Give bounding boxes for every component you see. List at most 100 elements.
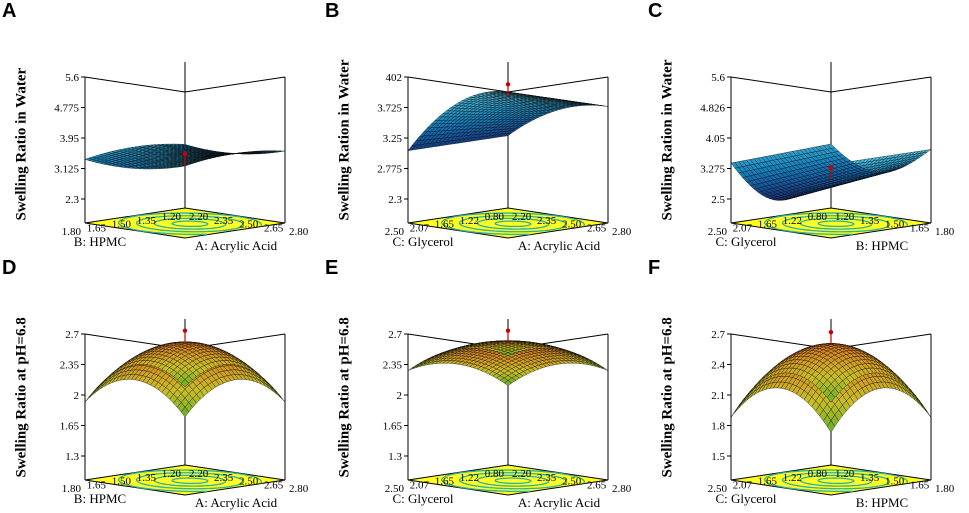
y-tick-label: 1.35	[137, 215, 157, 227]
y-tick-label: 1.20	[162, 211, 182, 223]
x-axis-label: A: Acrylic Acid	[518, 495, 601, 510]
z-axis-ticks: 5.6 4.826 4.05 3.275 2.5	[700, 72, 731, 206]
panel-label: B	[325, 0, 340, 22]
x-tick-label: 1.35	[860, 472, 880, 484]
z-tick-label: 3.725	[377, 103, 402, 115]
x-tick-label: 1.20	[835, 211, 855, 223]
y-tick-label: 1.22	[460, 472, 479, 484]
x-tick-label: 2.35	[537, 215, 557, 227]
contour-lines	[118, 469, 262, 493]
z-tick-label: 5.6	[711, 72, 725, 84]
x-tick-label: 1.35	[860, 215, 880, 227]
x-axis-label: A: Acrylic Acid	[195, 238, 278, 253]
design-point-marker	[505, 328, 511, 343]
design-point-marker	[182, 151, 188, 166]
z-tick-label: 1.65	[60, 421, 80, 433]
y-tick-label: 1.35	[137, 472, 157, 484]
panel-label: A	[2, 0, 17, 22]
chart-panel-c: C Swelling Ration in Water 5.6 4.826 4.05 3.2…	[646, 0, 969, 256]
z-tick-label: 1.8	[711, 421, 725, 433]
design-point-marker	[182, 328, 188, 343]
x-axis-label: B: HPMC	[856, 495, 908, 510]
y-tick-label: 0.80	[808, 468, 828, 480]
y-tick-label: 1.20	[162, 468, 182, 480]
z-tick-label: 4.826	[700, 103, 725, 115]
y-tick-label: 2.50	[385, 483, 405, 495]
x-tick-label: 1.65	[910, 222, 930, 234]
x-tick-label: 2.50	[562, 219, 582, 231]
y-tick-label: 1.50	[112, 219, 132, 231]
x-tick-label: 2.65	[264, 479, 284, 491]
x-tick-label: 2.80	[289, 226, 309, 238]
panel-label: E	[325, 257, 339, 279]
contour-lines	[764, 469, 908, 493]
z-tick-label: 2.7	[711, 329, 725, 341]
z-tick-label: 1.65	[383, 421, 403, 433]
y-tick-label: 1.65	[758, 476, 778, 488]
panel-label: D	[2, 257, 17, 279]
surface-mesh	[84, 341, 286, 418]
z-tick-label: 1.5	[711, 451, 725, 463]
z-tick-label: 4.775	[54, 103, 79, 115]
y-axis-ticks: 0.80 1.22 1.65 2.07 2.50	[708, 211, 828, 238]
z-tick-label: 2.3	[65, 194, 79, 206]
z-tick-label: 2.775	[377, 164, 402, 176]
z-tick-label: 1.3	[388, 451, 402, 463]
y-tick-label: 2.07	[410, 479, 430, 491]
z-tick-label: 2.3	[388, 194, 402, 206]
panel-label: F	[648, 257, 661, 279]
z-axis-ticks: 2.7 2.4 2.1 1.8 1.5	[711, 329, 731, 463]
y-tick-label: 1.80	[62, 483, 82, 495]
z-tick-label: 2	[74, 390, 80, 402]
chart-panel-d: D Swelling Ratio at pH=6.8 2.7 2.35 2 1.65 1.3…	[0, 257, 323, 513]
x-axis-ticks: 1.20 1.35 1.50 1.65 1.80	[835, 211, 955, 238]
y-axis-label: C: Glycerol	[392, 234, 453, 249]
surface-plot: 2.7 2.35 2 1.65 1.3 2.20 2.35 2.50 2.65 2.80 0.80 1…	[383, 319, 632, 510]
contour-lines	[118, 212, 262, 236]
y-tick-label: 1.22	[783, 472, 802, 484]
x-tick-label: 2.50	[239, 219, 259, 231]
x-axis-ticks: 2.20 2.35 2.50 2.65 2.80	[512, 468, 632, 495]
y-axis-label: C: Glycerol	[392, 491, 453, 506]
y-tick-label: 0.80	[485, 468, 505, 480]
z-tick-label: 402	[386, 72, 403, 84]
x-tick-label: 2.50	[239, 476, 259, 488]
x-tick-label: 1.80	[935, 483, 955, 495]
z-tick-label: 1.3	[65, 451, 79, 463]
y-tick-label: 0.80	[808, 211, 828, 223]
z-tick-label: 2.7	[65, 329, 79, 341]
y-axis-label: C: Glycerol	[715, 234, 776, 249]
y-axis-ticks: 0.80 1.22 1.65 2.07 2.50	[385, 211, 505, 238]
x-tick-label: 1.65	[910, 479, 930, 491]
z-tick-label: 2	[397, 390, 403, 402]
x-tick-label: 2.35	[214, 215, 234, 227]
y-axis-ticks: 0.80 1.22 1.65 2.07 2.50	[708, 468, 828, 495]
y-axis-label: B: HPMC	[74, 234, 126, 249]
design-point-marker	[505, 82, 511, 97]
z-tick-label: 4.05	[706, 133, 726, 145]
z-tick-label: 2.7	[388, 329, 402, 341]
panel-label: C	[648, 0, 663, 22]
x-tick-label: 2.35	[214, 472, 234, 484]
y-axis-label: C: Glycerol	[715, 491, 776, 506]
surface-plot: 2.7 2.4 2.1 1.8 1.5 1.20 1.35 1.50 1.65 1.80 0.80 1…	[708, 319, 955, 510]
y-tick-label: 1.65	[758, 219, 778, 231]
x-axis-ticks: 2.20 2.35 2.50 2.65 2.80	[512, 211, 632, 238]
x-tick-label: 1.20	[835, 468, 855, 480]
y-tick-label: 2.07	[410, 222, 430, 234]
x-tick-label: 2.65	[264, 222, 284, 234]
z-tick-label: 2.5	[711, 194, 725, 206]
surface-plot: 5.6 4.775 3.95 3.125 2.3 2.20 2.35 2.50 2.65 2.80…	[54, 62, 309, 253]
x-tick-label: 2.20	[512, 211, 532, 223]
x-tick-label: 2.20	[189, 468, 209, 480]
z-tick-label: 2.35	[383, 360, 403, 372]
x-tick-label: 2.50	[562, 476, 582, 488]
z-tick-label: 5.6	[65, 72, 79, 84]
x-tick-label: 1.50	[885, 476, 905, 488]
z-axis-ticks: 402 3.725 3.25 2.775 2.3	[377, 72, 408, 206]
x-tick-label: 2.20	[512, 468, 532, 480]
x-axis-ticks: 2.20 2.35 2.50 2.65 2.80	[189, 211, 309, 238]
y-axis-label: B: HPMC	[74, 491, 126, 506]
design-point-marker	[828, 165, 834, 180]
z-tick-label: 3.275	[700, 164, 725, 176]
